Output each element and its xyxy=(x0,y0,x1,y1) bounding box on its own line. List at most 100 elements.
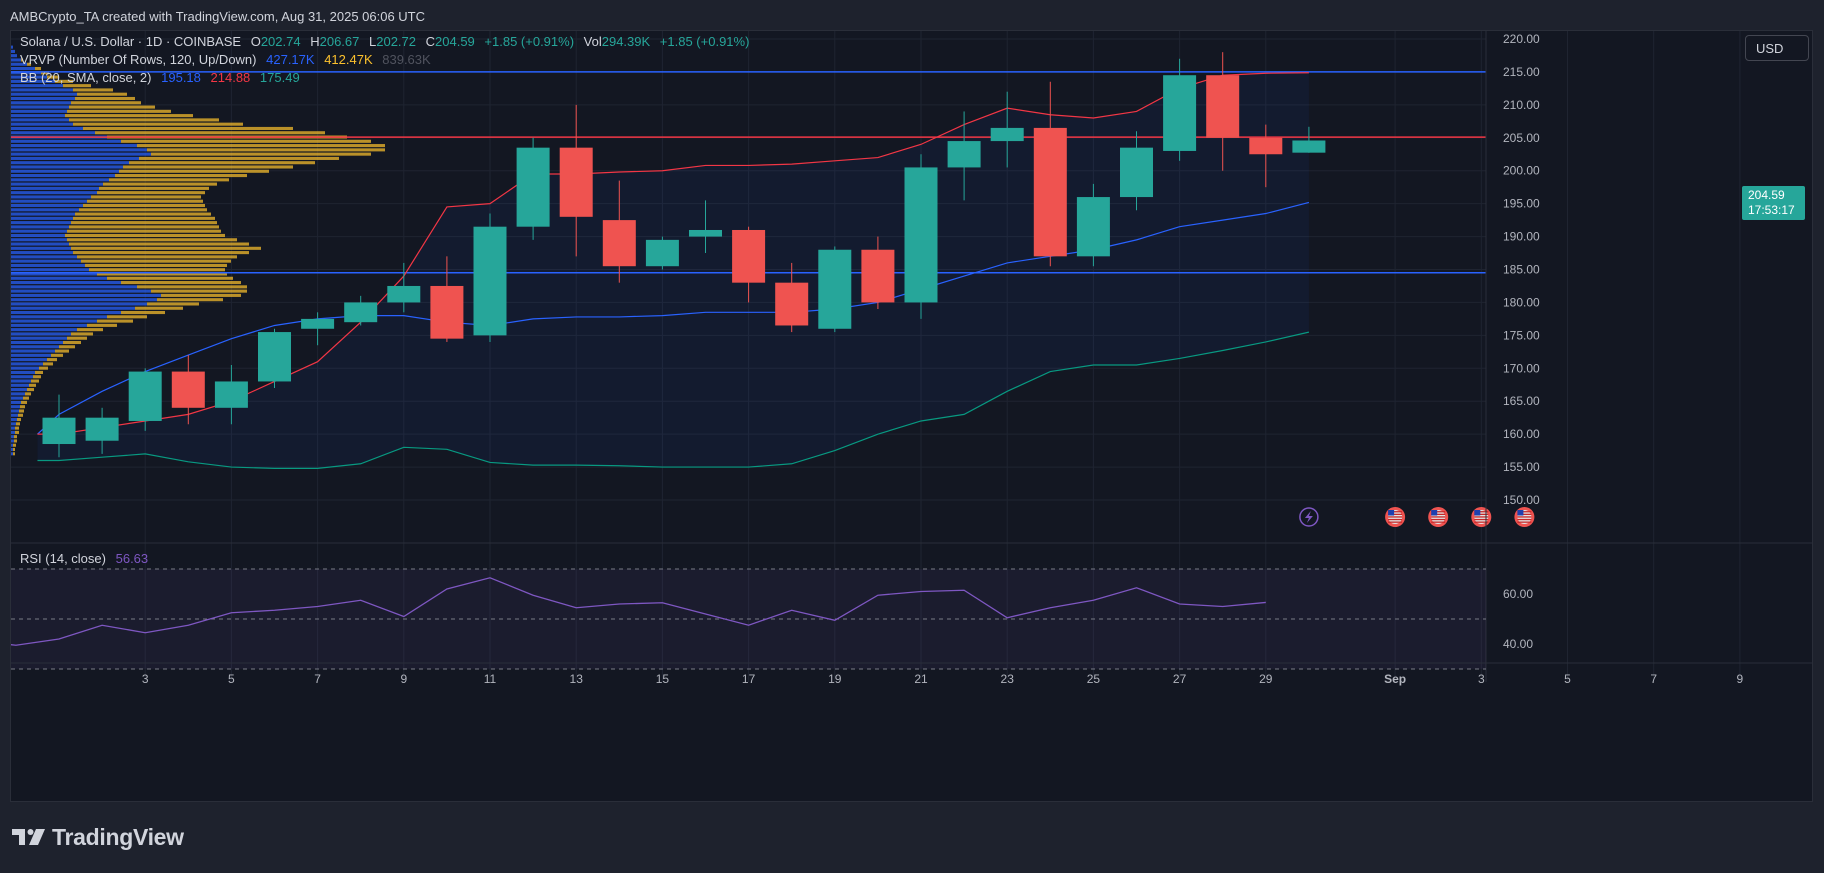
vp-row-up xyxy=(11,375,33,379)
vp-row-up xyxy=(11,96,75,101)
bb-legend: BB (20, SMA, close, 2) 195.18 214.88 175… xyxy=(20,70,306,85)
time-tick-label: 17 xyxy=(742,672,756,686)
vp-row-down xyxy=(71,246,261,250)
flag-canton xyxy=(1431,510,1438,516)
close-value: 204.59 xyxy=(435,34,475,49)
symbol-label[interactable]: Solana / U.S. Dollar · 1D · COINBASE xyxy=(20,34,242,49)
chart-frame[interactable]: 220.00 215.00 210.00 205.00 200.00 195.00 190.… xyxy=(10,30,1813,802)
high-value: 206.67 xyxy=(319,34,360,49)
vp-row-down xyxy=(151,152,371,156)
tradingview-logo[interactable]: TradingView xyxy=(12,823,184,851)
last-price-value: 204.59 xyxy=(1748,188,1785,202)
flag-stripe xyxy=(1431,518,1446,521)
price-tick-label: 180.00 xyxy=(1503,295,1540,309)
vp-row-down xyxy=(63,84,91,88)
flag-stripe xyxy=(1474,516,1489,518)
vp-row-down xyxy=(69,105,155,109)
time-tick-label: 21 xyxy=(914,672,928,686)
vp-row-up xyxy=(11,242,69,246)
high-label: H xyxy=(310,34,320,49)
bb-lower-value: 175.49 xyxy=(259,70,300,85)
candle-body xyxy=(387,285,421,303)
vp-row-down xyxy=(157,298,223,302)
candle-body xyxy=(904,167,938,303)
vp-row-up xyxy=(11,430,15,434)
currency-button[interactable]: USD xyxy=(1745,35,1809,61)
vp-row-up xyxy=(11,49,15,53)
vp-row-down xyxy=(87,199,203,203)
candle-body xyxy=(689,229,722,237)
time-tick-label: 25 xyxy=(1087,672,1101,686)
flag-stripe xyxy=(1474,521,1489,523)
vp-row-down xyxy=(67,336,87,340)
us-flag-icon xyxy=(1514,507,1535,527)
vp-row-up xyxy=(11,302,147,306)
candle xyxy=(516,137,550,240)
vp-row-down xyxy=(67,238,237,242)
vp-row-down xyxy=(55,349,69,353)
candle xyxy=(559,104,593,257)
vp-row-down xyxy=(19,409,24,413)
vp-row-up xyxy=(11,75,47,79)
vp-row-up xyxy=(11,366,39,370)
bb-label[interactable]: BB (20, SMA, close, 2) xyxy=(20,70,152,85)
vp-row-up xyxy=(11,272,97,276)
vp-row-up xyxy=(11,238,67,242)
vp-row-up xyxy=(11,66,35,71)
low-value: 202.72 xyxy=(376,34,416,49)
vp-row-down xyxy=(161,293,241,297)
price-tick-label: 190.00 xyxy=(1503,230,1540,244)
candle-body xyxy=(171,371,205,408)
vp-row-up xyxy=(11,54,17,58)
vp-row-up xyxy=(11,413,18,417)
candle-body xyxy=(1076,197,1110,257)
vp-row-up xyxy=(11,362,43,366)
vp-row-down xyxy=(21,400,27,404)
candle xyxy=(301,312,335,346)
vrvp-down-value: 412.47K xyxy=(324,52,373,67)
vp-row-up xyxy=(11,332,71,336)
candle xyxy=(1076,183,1110,267)
vp-row-down xyxy=(135,306,183,310)
vp-row-up xyxy=(11,233,65,238)
bb-lower-line xyxy=(37,331,1310,469)
grid xyxy=(11,31,1741,682)
vp-row-up xyxy=(11,276,107,280)
vp-row-up xyxy=(11,195,91,199)
flag-stripe xyxy=(1431,521,1446,523)
flag-canton xyxy=(1388,510,1395,516)
open-label: O xyxy=(250,34,261,49)
volume-profile xyxy=(11,45,385,456)
candle xyxy=(689,200,722,254)
vp-row-up xyxy=(11,165,123,169)
us-flag-icon xyxy=(1471,507,1492,527)
chart-svg[interactable]: 220.00 215.00 210.00 205.00 200.00 195.00 190.… xyxy=(11,31,1813,802)
rsi-value: 56.63 xyxy=(115,551,149,566)
vp-row-up xyxy=(11,323,87,327)
close-label: C xyxy=(425,34,436,49)
vp-row-down xyxy=(15,426,19,430)
candle-body xyxy=(1249,137,1283,155)
candle xyxy=(990,91,1024,168)
candle-body xyxy=(947,141,981,168)
candle xyxy=(473,213,507,342)
flag-stripe xyxy=(1431,511,1446,513)
vp-row-up xyxy=(11,191,97,195)
vp-row-up xyxy=(11,71,41,75)
candle-body xyxy=(1033,127,1067,257)
vp-row-down xyxy=(21,58,23,62)
rsi-label[interactable]: RSI (14, close) xyxy=(20,551,106,566)
vp-row-down xyxy=(97,272,227,276)
vp-row-up xyxy=(11,139,121,143)
vp-row-up xyxy=(11,203,83,208)
candle-body xyxy=(818,249,852,329)
flag-stripe xyxy=(1474,511,1489,513)
vp-row-down xyxy=(13,452,15,456)
last-price-tag: 204.59 17:53:17 xyxy=(1742,186,1805,220)
candle-body xyxy=(1163,75,1197,151)
candle xyxy=(128,368,162,431)
vp-row-down xyxy=(27,62,31,66)
candle-body xyxy=(861,249,895,303)
vrvp-label[interactable]: VRVP (Number Of Rows, 120, Up/Down) xyxy=(20,52,257,67)
vp-row-up xyxy=(11,405,20,409)
